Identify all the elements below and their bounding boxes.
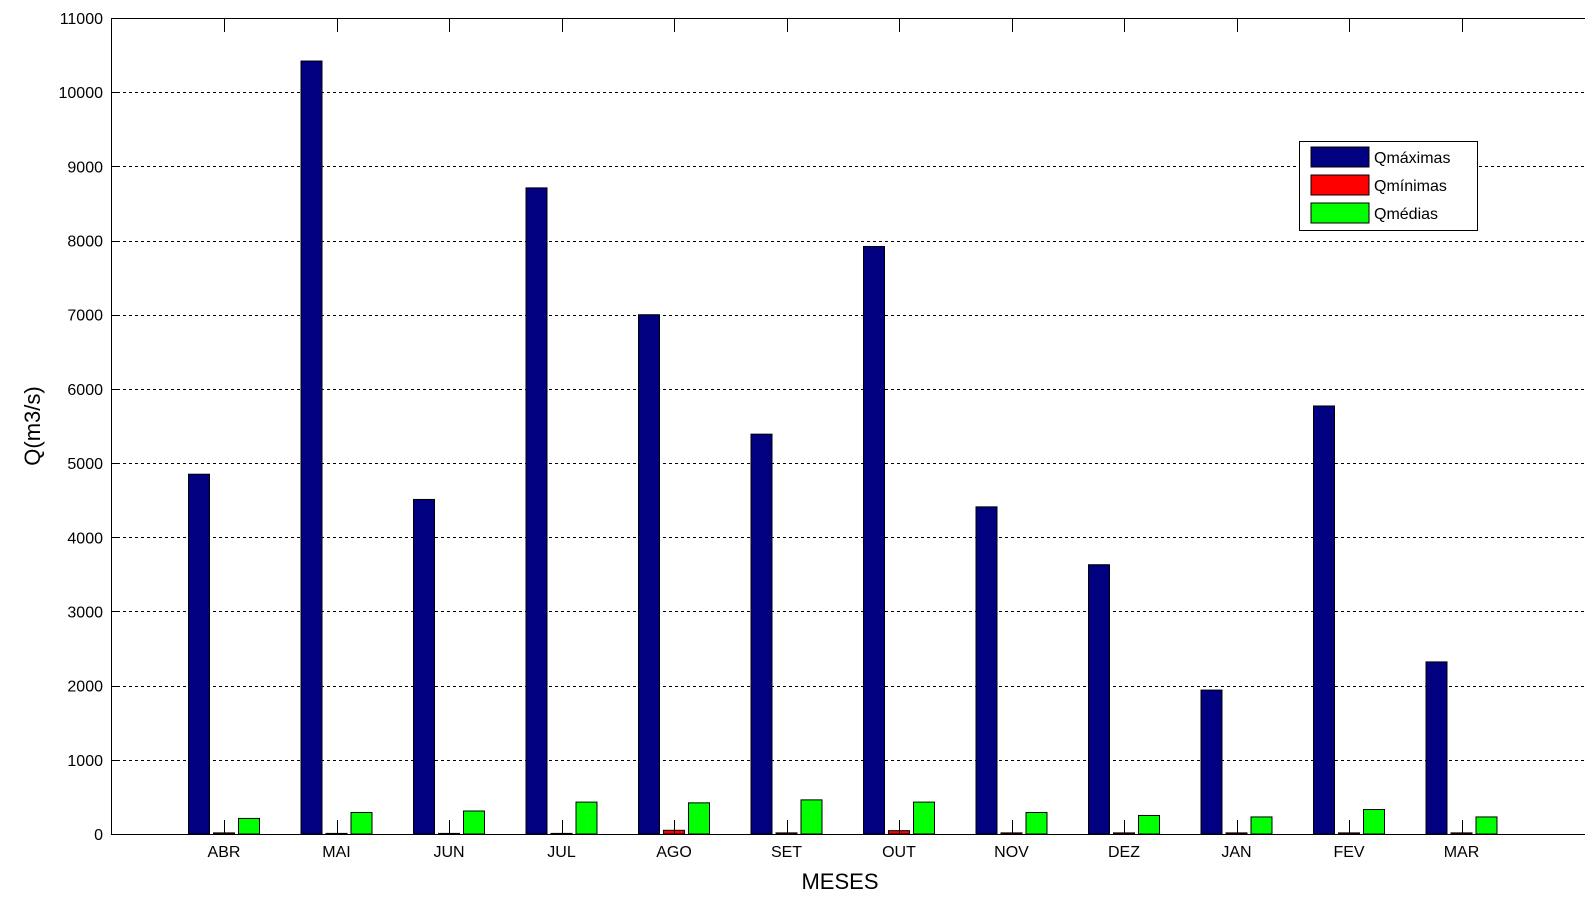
bar-Qmáximas-AGO [638,314,660,835]
x-axis-title: MESES [801,869,878,894]
bar-Qmédias-JUL [575,801,598,835]
y-tick-label: 10000 [59,85,104,102]
x-tick-label: JUL [547,844,576,861]
x-tick-label: JAN [1221,844,1251,861]
bars [188,60,1498,835]
bar-Qmínimas-JUL [550,832,573,835]
bar-Qmínimas-SET [775,832,798,835]
bar-Qmáximas-MAR [1425,661,1448,835]
bar-Qmáximas-JUN [413,498,435,835]
legend-swatch-Qmáximas [1310,146,1370,168]
bar-Qmédias-JAN [1250,816,1273,835]
x-tick-label: MAR [1444,844,1480,861]
legend-swatch-Qmédias [1310,202,1370,224]
bar-Qmédias-AGO [688,802,710,835]
bar-Qmáximas-FEV [1313,405,1335,835]
y-tick-label: 7000 [67,308,103,325]
x-tick-label: NOV [994,844,1029,861]
bar-Qmédias-NOV [1025,811,1048,835]
x-tick-label: ABR [208,844,241,861]
y-tick-label: 3000 [67,604,103,621]
bar-Qmáximas-JUL [525,187,548,835]
bar-Qmínimas-MAI [325,832,348,835]
x-tick-label: JUN [433,844,464,861]
bar-Qmédias-SET [800,799,823,835]
y-tick-labels: 0 1000 2000 3000 4000 5000 6000 7000 8000 9000 100… [59,11,104,844]
x-tick-label: OUT [882,844,916,861]
legend-label: Qmédias [1374,206,1438,223]
bar-Qmáximas-MAI [300,60,323,835]
bar-Qmáximas-OUT [863,245,885,835]
axes [111,18,1585,835]
bar-Qmínimas-MAR [1450,832,1473,835]
bar-Qmédias-OUT [913,801,935,835]
legend-label: Qmáximas [1374,150,1450,167]
bar-Qmédias-FEV [1363,809,1385,835]
y-tick-label: 8000 [67,234,103,251]
bar-Qmédias-MAR [1475,816,1498,835]
legend: Qmáximas Qmínimas Qmédias [1299,141,1478,231]
x-tick-label: SET [771,844,802,861]
bar-Qmáximas-SET [750,433,773,835]
x-tick-label: MAI [322,844,350,861]
bar-Qmínimas-JAN [1225,832,1248,835]
y-tick-label: 1000 [67,753,103,770]
y-tick-label: 11000 [60,11,103,28]
y-tick-label: 6000 [67,382,103,399]
y-tick-label: 4000 [67,530,103,547]
x-tick-labels: ABR MAI JUN JUL AGO SET OUT NOV DEZ JAN FEV MAR [208,844,1480,861]
bar-Qmáximas-JAN [1200,689,1223,835]
bar-Qmáximas-ABR [188,473,210,835]
y-axis-title: Q(m3/s) [20,386,45,465]
x-tick-label: DEZ [1108,844,1140,861]
bar-Qmáximas-NOV [975,506,998,835]
y-tick-label: 2000 [67,679,103,696]
bar-Qmédias-MAI [350,811,373,835]
y-tick-label: 9000 [67,159,103,176]
x-tick-label: AGO [656,844,692,861]
bar-Qmédias-ABR [238,817,260,835]
bar-Qmínimas-NOV [1000,832,1023,835]
legend-label: Qmínimas [1374,178,1447,195]
bar-Qmáximas-DEZ [1088,564,1110,835]
plot-area [111,18,1585,834]
legend-swatch-Qmínimas [1310,174,1370,196]
bar-Qmédias-DEZ [1138,814,1160,835]
y-tick-label: 5000 [67,456,103,473]
y-tick-label: 0 [94,827,103,844]
x-tick-label: FEV [1333,844,1364,861]
bar-Qmédias-JUN [463,810,485,835]
